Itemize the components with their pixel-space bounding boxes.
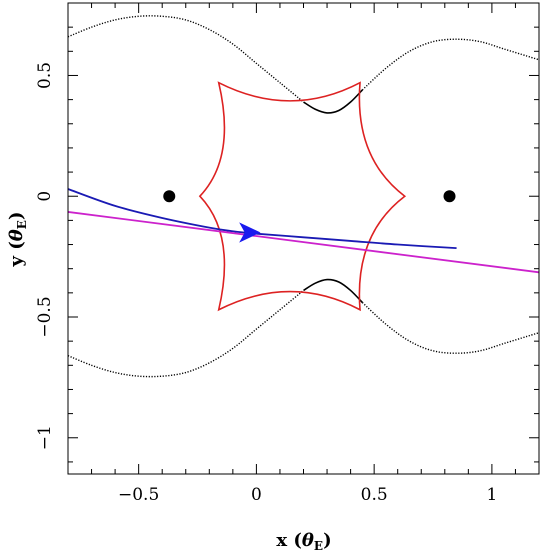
x-tick-label: 1 [486, 485, 497, 505]
plot-frame [67, 2, 540, 475]
critical-curve-segment-5 [361, 301, 539, 354]
y-tick-label: −0.5 [35, 296, 55, 337]
series-group [68, 15, 539, 378]
critical-curve-segment-3 [68, 289, 304, 378]
y-tick-label: 0 [35, 191, 55, 202]
y-tick-label: 0.5 [35, 62, 55, 89]
critical-curve-segment-0 [68, 15, 304, 103]
critical-curve-segment-1 [303, 89, 363, 114]
y-tick-label: −1 [35, 425, 55, 450]
tick-layer: −0.5 0 0.5 1 −1 −0.5 0 0.5 [35, 2, 540, 505]
x-tick-label: 0.5 [361, 485, 388, 505]
critical-curve-segment-2 [361, 38, 539, 91]
lens-point-2 [443, 190, 456, 203]
critical-curve-segment-4 [303, 278, 363, 304]
y-axis-label: y (θE) [6, 212, 29, 268]
x-tick-label: −0.5 [118, 485, 159, 505]
x-tick-label: 0 [251, 485, 262, 505]
x-axis-label: x (θE) [276, 530, 331, 553]
direction-arrow [239, 222, 261, 243]
source-trajectory-line [68, 188, 457, 250]
lens-point-1 [163, 190, 176, 203]
caustic-curve [198, 81, 407, 312]
data-layer [68, 15, 539, 378]
trajectory-fit-line [68, 211, 539, 274]
